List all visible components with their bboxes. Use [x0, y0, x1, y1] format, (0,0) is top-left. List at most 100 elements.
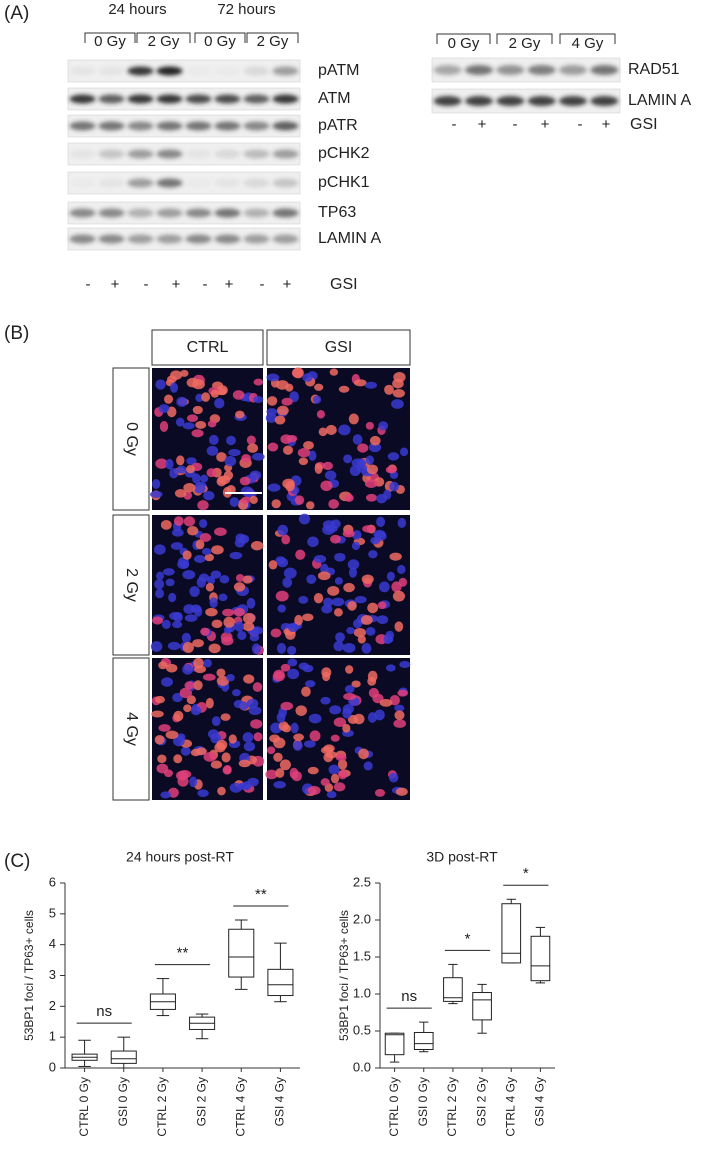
blot-band	[156, 66, 183, 76]
nucleus	[282, 724, 292, 733]
nucleus	[182, 642, 194, 653]
protein-label: TP63	[318, 204, 356, 221]
nucleus	[249, 495, 258, 504]
nucleus	[320, 480, 333, 491]
treatment-sign: -	[513, 116, 518, 133]
y-tick-label: 2	[49, 998, 56, 1013]
nucleus	[281, 534, 291, 545]
y-tick-label: 6	[49, 874, 56, 889]
nucleus	[305, 680, 316, 688]
nucleus	[172, 735, 185, 747]
blot-band	[527, 96, 556, 106]
nucleus	[333, 640, 344, 652]
treatment-sign: -	[260, 276, 265, 293]
nucleus	[331, 597, 345, 607]
treatment-sign: +	[111, 276, 120, 293]
row-header: 2 Gy	[123, 568, 140, 602]
x-tick-label: GSI 2 Gy	[474, 1077, 488, 1126]
blot-band	[215, 67, 241, 76]
nucleus	[368, 442, 382, 453]
panel-label: (A)	[4, 3, 29, 24]
nucleus	[365, 493, 378, 502]
nucleus	[156, 571, 165, 581]
nucleus	[343, 693, 356, 701]
box	[443, 977, 463, 1002]
blot-band	[272, 234, 299, 244]
y-axis-label: 53BP1 foci / TP63+ cells	[22, 910, 36, 1041]
treatment-sign: +	[225, 276, 234, 293]
nucleus	[221, 752, 231, 763]
panel-label: (B)	[4, 323, 29, 344]
x-tick-label: CTRL 0 Gy	[387, 1077, 401, 1137]
nucleus	[233, 607, 246, 617]
nucleus	[329, 368, 339, 376]
nucleus	[243, 674, 255, 684]
dose-label: 4 Gy	[572, 35, 604, 52]
nucleus	[298, 662, 310, 670]
dose-label: 0 Gy	[94, 33, 126, 50]
nucleus	[189, 776, 198, 788]
nucleus	[342, 530, 355, 538]
nucleus	[287, 668, 300, 680]
nucleus	[195, 420, 207, 429]
nucleus	[152, 616, 164, 625]
nucleus	[290, 722, 299, 734]
nucleus	[285, 480, 295, 492]
nucleus	[334, 552, 346, 562]
nucleus	[236, 573, 245, 582]
dose-bracket	[194, 32, 246, 43]
nucleus	[364, 479, 378, 489]
blot-band	[127, 234, 154, 244]
nucleus	[154, 544, 166, 555]
blot-band	[98, 149, 125, 159]
nucleus	[220, 713, 231, 721]
nucleus	[366, 464, 379, 475]
nucleus	[168, 592, 177, 603]
nucleus	[226, 435, 236, 446]
nucleus	[324, 470, 337, 480]
nucleus	[173, 710, 184, 722]
nucleus	[175, 417, 185, 427]
blot-strip	[431, 88, 621, 114]
treatment-label: GSI	[330, 276, 358, 293]
nucleus	[313, 555, 327, 563]
protein-label: LAMIN A	[318, 230, 381, 247]
nucleus	[180, 746, 191, 756]
nucleus	[293, 733, 304, 742]
box	[472, 992, 492, 1021]
nucleus	[377, 601, 387, 610]
blot-band	[186, 67, 212, 76]
nucleus	[252, 682, 263, 692]
nucleus	[276, 405, 289, 416]
blot-band	[69, 234, 96, 244]
blot-band	[433, 96, 462, 106]
blot-band	[185, 121, 212, 131]
nucleus	[267, 442, 279, 452]
blot-band	[590, 96, 619, 106]
nucleus	[216, 668, 226, 678]
box	[530, 935, 551, 982]
nucleus	[235, 410, 245, 419]
nucleus	[218, 593, 228, 602]
blot-band	[527, 65, 556, 75]
nucleus	[318, 427, 328, 437]
nucleus	[192, 405, 203, 415]
blot-band	[156, 178, 183, 188]
nucleus	[190, 705, 202, 716]
nucleus	[155, 695, 165, 704]
nucleus	[200, 627, 210, 636]
chart-title: 3D post-RT	[426, 849, 498, 865]
nucleus	[194, 665, 207, 674]
nucleus	[333, 717, 347, 728]
y-tick-label: 3	[49, 967, 56, 982]
nucleus	[232, 390, 245, 400]
treatment-label: GSI	[630, 116, 658, 133]
dose-bracket	[246, 32, 299, 43]
blot-band	[98, 94, 125, 104]
nucleus	[241, 454, 251, 463]
dose-label: 0 Gy	[204, 33, 236, 50]
nucleus	[150, 490, 163, 498]
nucleus	[195, 747, 207, 756]
nucleus	[201, 547, 212, 556]
nucleus	[169, 467, 179, 479]
